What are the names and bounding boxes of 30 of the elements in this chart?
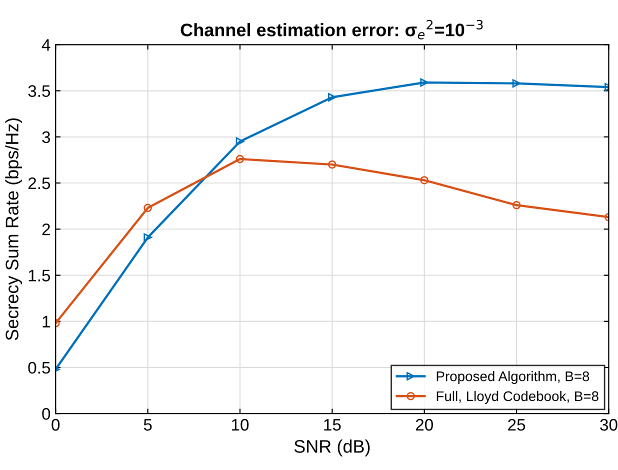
x-tick-label: 15 (324, 419, 341, 431)
point (144, 233, 152, 242)
x-tick-label: 25 (508, 418, 526, 431)
y-tick-label: 0.5 (28, 362, 50, 374)
y-tick-label: 2.5 (28, 177, 50, 190)
point (236, 154, 244, 164)
y-axis-title: Secrecy Sum Rate (bps/Hz) (5, 118, 22, 340)
y-tick-label: 3 (42, 131, 50, 144)
x-tick-label: 5 (144, 419, 152, 431)
legend-label: Full, Lloyd Codebook, B=8 (436, 390, 598, 404)
x-tick-label: 0 (52, 418, 60, 431)
y-tick-label: 1.5 (28, 270, 50, 282)
point (512, 79, 521, 88)
y-tick-label: 0 (42, 408, 50, 420)
legend-label: Proposed Algorithm, B=8 (436, 371, 590, 384)
point (420, 176, 429, 184)
y-tick-label: 4 (42, 39, 50, 51)
point (328, 160, 336, 169)
y-tick-label: 2 (42, 224, 50, 236)
x-tick-label: 30 (600, 418, 618, 431)
x-axis-title: SNR (dB) (294, 440, 370, 456)
point (512, 200, 521, 210)
point (328, 93, 336, 102)
x-tick-label: 20 (416, 418, 433, 431)
y-tick-label: 1 (42, 316, 50, 328)
point (144, 204, 152, 212)
chart-title: Channel estimation error: σ$_{e}$$^{2}$=10$^{−3}$ (180, 20, 483, 40)
x-tick-label: 10 (232, 418, 249, 431)
y-tick-label: 3.5 (28, 85, 50, 97)
point (236, 137, 244, 146)
